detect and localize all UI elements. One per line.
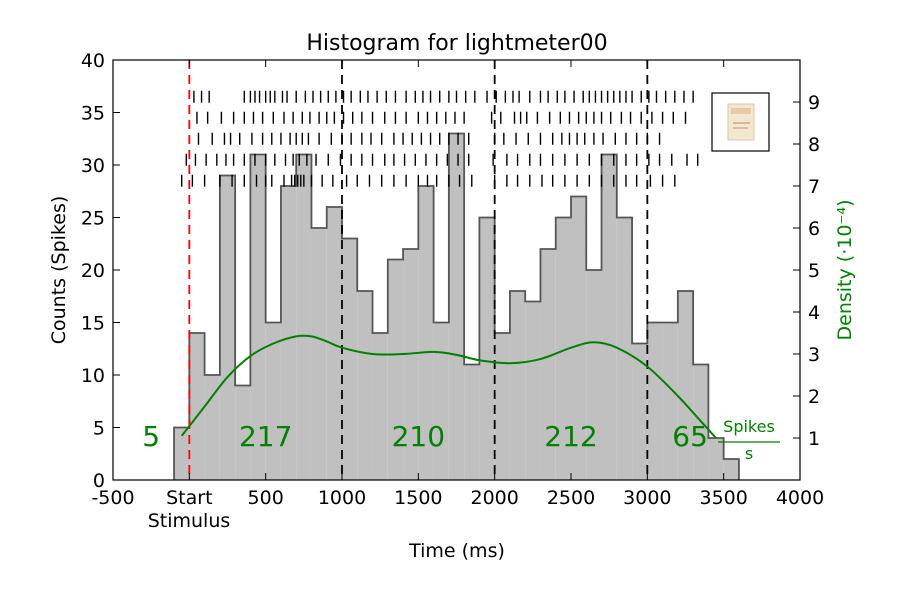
histogram-bar bbox=[509, 291, 526, 480]
x-tick-label: 500 bbox=[248, 487, 284, 509]
histogram-bar bbox=[418, 186, 434, 480]
histogram-bar bbox=[311, 228, 327, 480]
histogram-bar bbox=[723, 459, 739, 480]
region-count-label: 65 bbox=[672, 420, 708, 453]
y-tick-label: 40 bbox=[81, 50, 105, 72]
unit-label: Spikes s bbox=[718, 417, 780, 463]
region-count-label: 210 bbox=[392, 420, 445, 453]
histogram-bar bbox=[464, 364, 480, 480]
histogram-bar bbox=[494, 333, 510, 480]
y-axis-label: Counts (Spikes) bbox=[48, 196, 70, 345]
y-tick-label: 15 bbox=[81, 313, 105, 335]
region-count-label: 5 bbox=[142, 420, 160, 453]
x-tick-label: 3500 bbox=[699, 487, 747, 509]
y2-tick-label: 2 bbox=[808, 386, 820, 408]
region-count-label: 212 bbox=[544, 420, 597, 453]
histogram-bar bbox=[708, 438, 724, 480]
histogram-bar bbox=[448, 133, 465, 480]
y2-tick-label: 7 bbox=[808, 176, 820, 198]
histogram-bar bbox=[662, 322, 678, 480]
histogram-bar bbox=[403, 249, 419, 480]
y2-tick-label: 4 bbox=[808, 302, 820, 324]
y-tick-label: 20 bbox=[81, 260, 105, 282]
axes: -500 Start 500 1000 1500 2000 2500 3000 3500 4000… bbox=[81, 50, 824, 509]
y-tick-label: 25 bbox=[81, 208, 105, 230]
y2-axis-label: Density (·10⁻⁴) bbox=[834, 200, 856, 341]
y2-tick-label: 1 bbox=[808, 428, 820, 450]
histogram-bar bbox=[174, 427, 190, 480]
chart-title: Histogram for lightmeter00 bbox=[306, 31, 607, 56]
histogram-bar bbox=[357, 291, 373, 480]
y2-tick-label: 6 bbox=[808, 218, 820, 240]
density-curve bbox=[180, 334, 717, 439]
y-tick-label: 5 bbox=[93, 418, 105, 440]
y2-tick-label: 3 bbox=[808, 344, 820, 366]
histogram-bar bbox=[647, 322, 663, 480]
histogram-bar bbox=[189, 333, 205, 480]
histogram-bar bbox=[677, 291, 694, 480]
y-tick-label: 10 bbox=[81, 365, 105, 387]
x-axis-label: Time (ms) bbox=[408, 540, 505, 562]
histogram-bar bbox=[280, 186, 297, 480]
histogram-bar bbox=[387, 259, 404, 480]
x-tick-label: 4000 bbox=[776, 487, 824, 509]
spike-raster bbox=[180, 90, 699, 187]
x-tick-label: 2000 bbox=[470, 487, 518, 509]
histogram-bar bbox=[250, 154, 266, 480]
region-count-label: 217 bbox=[239, 420, 292, 453]
histogram-bar bbox=[571, 196, 587, 480]
histogram-bar bbox=[555, 217, 571, 480]
histogram-bar bbox=[586, 270, 602, 480]
x-tick-label: 1000 bbox=[318, 487, 366, 509]
histogram-bar bbox=[326, 207, 342, 480]
x-tick-label: 1500 bbox=[394, 487, 442, 509]
x-tick-label: Start bbox=[166, 487, 212, 509]
y2-tick-label: 8 bbox=[808, 134, 820, 156]
histogram-bar bbox=[540, 249, 556, 480]
histogram-bar bbox=[601, 154, 617, 480]
histogram-bar bbox=[632, 343, 648, 480]
histogram-bar bbox=[616, 217, 633, 480]
histogram-bar bbox=[525, 301, 541, 480]
x-tick-sublabel: Stimulus bbox=[148, 510, 231, 532]
x-tick-label: 2500 bbox=[547, 487, 595, 509]
y2-tick-label: 5 bbox=[808, 260, 820, 282]
histogram-bar bbox=[265, 322, 281, 480]
histogram-bar bbox=[342, 238, 358, 480]
y2-tick-label: 9 bbox=[808, 92, 820, 114]
y-tick-label: 35 bbox=[81, 103, 105, 125]
region-count-labels: 5 217 210 212 65 bbox=[142, 420, 708, 453]
unit-numerator: Spikes bbox=[723, 417, 775, 436]
histogram-bar bbox=[296, 154, 312, 480]
x-tick-label: 3000 bbox=[623, 487, 671, 509]
inset-thumbnail bbox=[711, 92, 770, 152]
histogram-bar bbox=[219, 175, 236, 480]
boundary-lines bbox=[188, 60, 649, 480]
histogram-bars bbox=[173, 132, 740, 480]
histogram-bar bbox=[433, 322, 449, 480]
y-tick-label: 30 bbox=[81, 155, 105, 177]
x-tick-label: -500 bbox=[91, 487, 134, 509]
unit-denominator: s bbox=[745, 444, 753, 463]
histogram-bar bbox=[235, 385, 251, 480]
histogram-bar bbox=[372, 333, 388, 480]
histogram-bar bbox=[479, 217, 495, 480]
y-tick-label: 0 bbox=[93, 470, 105, 492]
